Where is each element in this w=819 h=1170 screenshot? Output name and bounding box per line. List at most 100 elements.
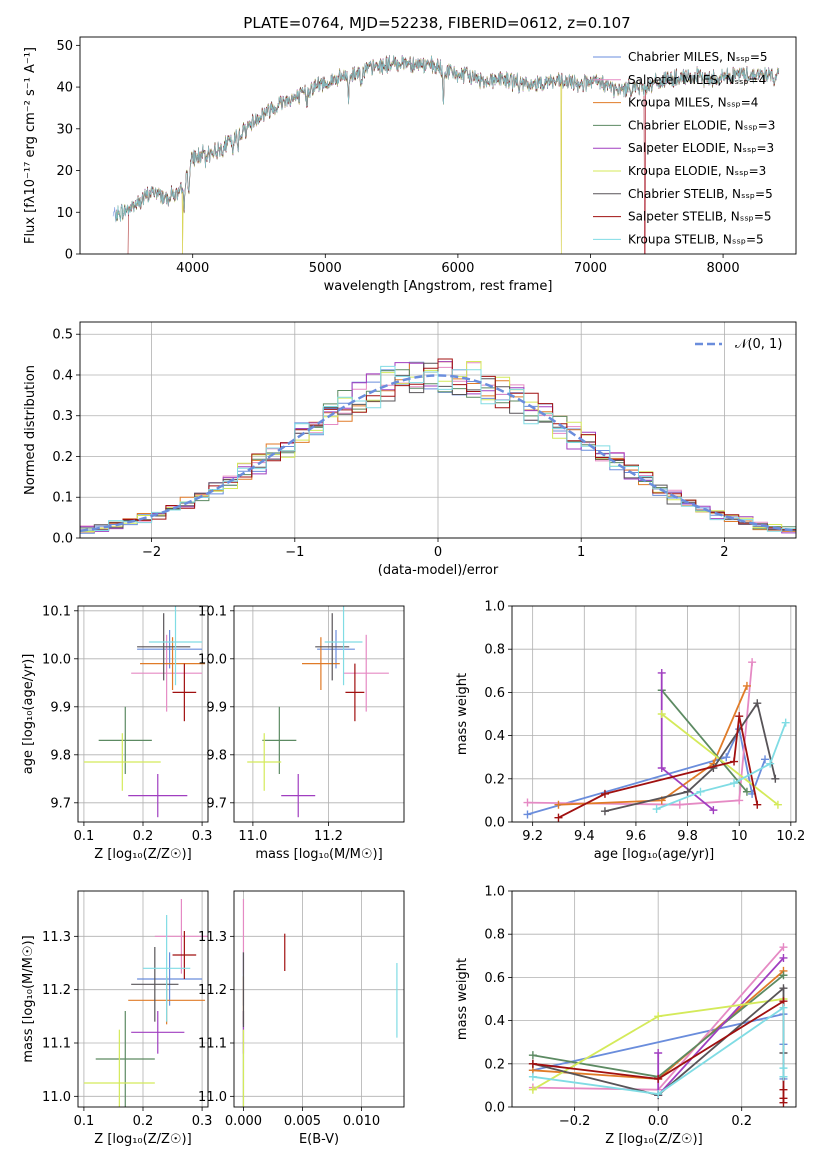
x-tick-label: 0.3 [192, 1114, 213, 1129]
x-tick-label: 0.2 [133, 829, 154, 844]
data-point [742, 681, 751, 690]
errorbar-chabrier-miles [317, 630, 355, 669]
series-salpeter-stelib [554, 712, 762, 822]
data-point [779, 971, 788, 980]
y-tick-label: 0.4 [484, 729, 505, 744]
errorbar-chabrier-elodie [95, 1011, 155, 1107]
y-tick-label: 10 [56, 206, 73, 221]
x-tick-label: 0.005 [284, 1114, 321, 1129]
x-tick-label: 11.2 [314, 829, 343, 844]
y-tick-label: 0.1 [52, 491, 73, 506]
errorbar-salpeter-elodie [128, 774, 188, 818]
legend-label: Kroupa MILES, Nₛₛₚ=4 [628, 96, 758, 110]
axes-frame [79, 36, 797, 255]
y-tick-label: 9.9 [206, 700, 227, 715]
legend-label: Salpeter STELIB, Nₛₛₚ=5 [628, 210, 772, 224]
data-point [773, 800, 782, 809]
y-tick-label: 9.9 [50, 700, 71, 715]
data-point [523, 810, 532, 819]
y-tick-label: 11.2 [42, 983, 71, 998]
x-axis-label: Z [log₁₀(Z/Z☉)] [94, 847, 191, 862]
data-point [779, 943, 788, 952]
y-tick-label: 0.5 [52, 328, 73, 343]
data-point [753, 699, 762, 708]
legend-label: Chabrier ELODIE, Nₛₛₚ=3 [628, 118, 775, 132]
legend-label: Kroupa STELIB, Nₛₛₚ=5 [628, 232, 764, 246]
errorbar-kroupa-elodie [83, 1029, 155, 1107]
series-salpeter-elodie [654, 953, 788, 1100]
data-point [675, 800, 684, 809]
data-point [779, 1072, 788, 1081]
x-tick-label: 9.6 [626, 829, 647, 844]
data-point [600, 807, 609, 816]
age-vs-mass-panel: 11.0 11.2 9.7 9.8 9.9 10.0 10.1 mass [log₁₀(M/M… [198, 604, 405, 862]
data-point [735, 712, 744, 721]
mass-vs-Z-panel: 0.1 0.2 0.3 11.0 11.1 11.2 11.3 Z [log₁₀(Z/Z☉)]… [21, 890, 213, 1147]
x-tick-label: −0.2 [559, 1114, 591, 1129]
errorbar-salpeter-stelib [172, 663, 197, 722]
y-axis-label: mass [log₁₀(M/M☉)] [21, 935, 36, 1062]
x-axis-label: E(B-V) [299, 1132, 339, 1147]
y-tick-label: 10.1 [42, 604, 71, 619]
y-axis-label: mass weight [455, 958, 470, 1040]
data-point [657, 710, 666, 718]
y-tick-label: 1.0 [484, 885, 505, 900]
age-vs-Z-plot-area [83, 606, 206, 818]
y-tick-label: 0.0 [484, 1101, 505, 1116]
data-point [652, 805, 661, 814]
series-line [661, 689, 748, 793]
errorbar-chabrier-elodie [262, 706, 297, 774]
y-tick-label: 11.3 [42, 930, 71, 945]
x-tick-label: 10.2 [776, 829, 805, 844]
mass-weight-vs-Z-plot-area [528, 943, 788, 1107]
y-tick-label: 11.0 [198, 1090, 227, 1105]
chart-title: PLATE=0764, MJD=52238, FIBERID=0612, z=0… [243, 14, 630, 32]
x-tick-label: 9.4 [574, 829, 595, 844]
data-point [528, 1051, 537, 1060]
series-chabrier-stelib [600, 699, 780, 816]
errorbar-kroupa-elodie [247, 733, 282, 791]
x-axis-label: wavelength [Angstrom, rest frame] [324, 279, 553, 294]
errorbar-salpeter-miles [131, 634, 203, 712]
series-kroupa-stelib [528, 1003, 788, 1099]
axes-frame [79, 321, 797, 539]
data-point [654, 1049, 663, 1057]
series-salpeter-elodie [657, 668, 718, 815]
y-tick-label: 11.3 [198, 930, 227, 945]
x-tick-label: 0.3 [192, 829, 213, 844]
y-tick-label: 0.6 [484, 971, 505, 986]
errorbar-salpeter-miles [154, 899, 208, 974]
y-tick-label: 11.0 [42, 1090, 71, 1105]
errorbar-salpeter-elodie [281, 774, 316, 818]
data-point [696, 787, 705, 796]
x-axis-label: mass [log₁₀(M/M☉)] [255, 847, 382, 862]
y-tick-label: 50 [56, 39, 73, 54]
axes-frame [77, 890, 209, 1108]
data-point [709, 806, 718, 815]
y-axis-label: Normed distribution [23, 365, 38, 495]
y-tick-label: 0.8 [484, 928, 505, 943]
data-point [683, 787, 692, 796]
series-kroupa-miles [554, 681, 751, 809]
x-tick-label: 0.2 [133, 1114, 154, 1129]
residuals-panel: −2 −1 0 1 2 0.0 0.1 0.2 0.3 0.4 0.5 (data-model)/er… [23, 321, 797, 578]
spectrum-line-kroupa-stelib [115, 54, 780, 223]
series-kroupa-stelib [652, 718, 790, 814]
axes-frame [233, 890, 405, 1108]
x-tick-label: 0.0 [648, 1114, 669, 1129]
data-point [735, 796, 744, 805]
mass-vs-Z-plot-area [83, 899, 208, 1107]
y-axis-label: Flux [fλ10⁻¹⁷ erg cm⁻² s⁻¹ A⁻¹] [23, 47, 38, 244]
errorbar-kroupa-stelib [324, 606, 363, 686]
data-point [730, 779, 739, 788]
errorbar-salpeter-elodie [131, 1011, 185, 1054]
legend-label: Salpeter ELODIE, Nₛₛₚ=3 [628, 141, 774, 155]
legend-label: Chabrier STELIB, Nₛₛₚ=5 [628, 187, 773, 201]
errorbar-salpeter-stelib [172, 931, 197, 979]
errorbar-salpeter-miles [343, 634, 389, 712]
x-tick-label: 0.1 [74, 1114, 95, 1129]
x-tick-label: 8000 [707, 261, 740, 276]
data-point [748, 658, 757, 667]
data-point [779, 1098, 788, 1107]
y-tick-label: 40 [56, 81, 73, 96]
